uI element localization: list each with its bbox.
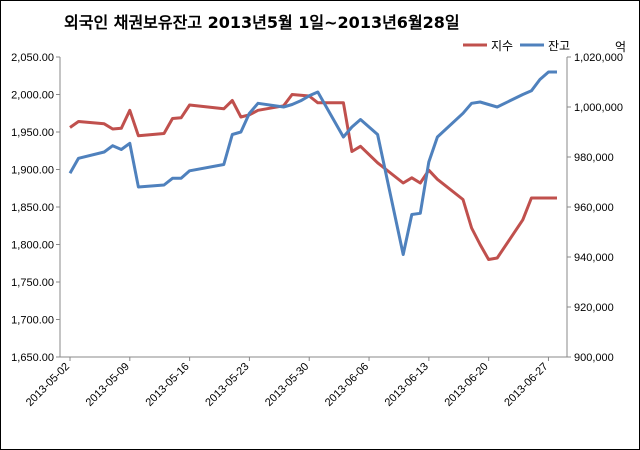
right-tick-label: 980,000 xyxy=(574,152,614,164)
x-tick-label: 2013-05-02 xyxy=(24,361,72,409)
left-axis-ticks: 1,650.00 1,700.00 1,750.00 1,800.00 1,850.00… xyxy=(11,52,60,364)
right-tick-label: 940,000 xyxy=(574,252,614,264)
x-tick-label: 2013-06-20 xyxy=(442,361,490,409)
left-tick-label: 1,700.00 xyxy=(11,315,54,327)
left-tick-label: 1,750.00 xyxy=(11,277,54,289)
x-tick-label: 2013-06-27 xyxy=(502,361,550,409)
right-tick-label: 920,000 xyxy=(574,302,614,314)
x-tick-label: 2013-06-06 xyxy=(323,361,371,409)
series-line-balance xyxy=(68,70,557,256)
left-tick-label: 2,050.00 xyxy=(11,52,54,64)
x-axis-ticks: 2013-05-02 2013-05-09 2013-05-16 2013-05-23… xyxy=(24,357,551,409)
x-tick-label: 2013-05-09 xyxy=(84,361,132,409)
left-tick-label: 1,850.00 xyxy=(11,202,54,214)
right-tick-label: 900,000 xyxy=(574,352,614,364)
left-tick-label: 1,800.00 xyxy=(11,240,54,252)
right-tick-label: 1,020,000 xyxy=(574,52,623,64)
x-tick-label: 2013-06-13 xyxy=(383,361,431,409)
legend-label: 지수 xyxy=(491,39,513,53)
left-tick-label: 1,950.00 xyxy=(11,127,54,139)
right-tick-label: 1,000,000 xyxy=(574,102,623,114)
legend: 지수 잔고 xyxy=(463,39,570,53)
chart-title: 외국인 채권보유잔고 2013년5월 1일~2013년6월28일 xyxy=(64,13,460,32)
right-axis-unit: 억 xyxy=(615,40,626,54)
x-tick-label: 2013-05-23 xyxy=(203,361,251,409)
right-tick-label: 960,000 xyxy=(574,202,614,214)
series-layer xyxy=(68,70,557,261)
left-tick-label: 1,650.00 xyxy=(11,352,54,364)
left-tick-label: 2,000.00 xyxy=(11,90,54,102)
x-tick-label: 2013-05-30 xyxy=(263,361,311,409)
legend-label: 잔고 xyxy=(548,39,570,53)
axes xyxy=(59,57,568,358)
right-axis-ticks: 900,000 920,000 940,000 960,000 980,000 1,000… xyxy=(567,52,623,364)
series-line-index xyxy=(69,93,557,261)
x-tick-label: 2013-05-16 xyxy=(143,361,191,409)
left-tick-label: 1,900.00 xyxy=(11,165,54,177)
